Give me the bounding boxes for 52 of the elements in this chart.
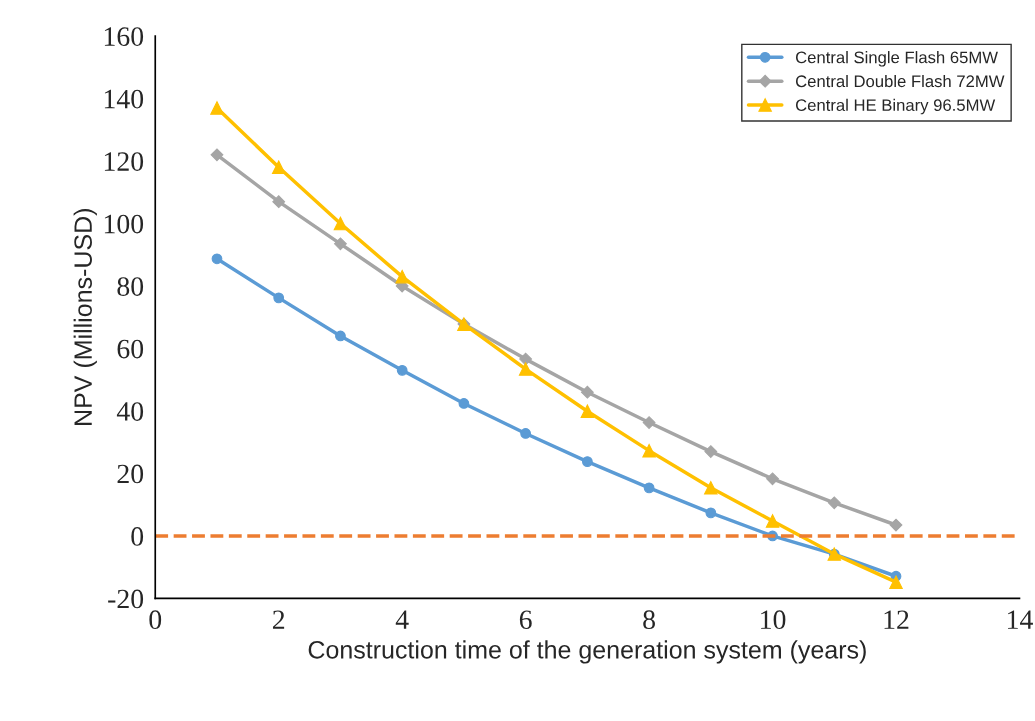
point [272,195,286,209]
point [333,216,348,231]
y-tick-label: 100 [104,214,144,234]
x-tick-label: 4 [395,610,409,629]
y-tick-label: 140 [104,89,144,109]
y-tick-label: -20 [108,589,144,609]
point [889,518,903,532]
point [519,352,533,366]
y-tick-label: 20 [117,464,144,484]
x-axis-title: Construction time of the generation system (years) [308,640,866,664]
point [889,575,903,589]
point [210,101,224,115]
x-tick-label: 12 [884,610,909,629]
point [704,445,718,458]
y-tick-label: 120 [104,152,144,171]
y-tick-label: 60 [117,339,144,359]
point [580,385,594,399]
x-tick-label: 8 [643,610,655,630]
point [395,269,409,284]
legend-label: Central Double Flash 72MW [795,74,1005,88]
y-tick-label: 40 [116,402,144,421]
point [396,364,408,376]
x-tick-label: 14 [1008,610,1033,629]
x-tick-label: 2 [272,610,285,629]
x-tick-label: 10 [761,610,786,630]
y-tick-label: 160 [104,27,144,46]
point [335,330,346,342]
x-tick-label: 6 [519,610,532,630]
point [211,253,223,265]
point [273,292,285,304]
point [766,472,779,486]
legend-label: Central HE Binary 96.5MW [795,98,996,115]
point [581,456,593,467]
point [334,237,347,251]
legend-label: Central Single Flash 65MW [795,51,998,67]
point [827,496,841,510]
point [704,481,718,495]
y-tick-label: 80 [117,277,144,296]
point [458,398,470,409]
point [580,404,595,419]
x-tick-label: 0 [149,610,162,630]
point [642,443,656,458]
point [705,507,717,519]
point [765,514,780,528]
point [518,362,533,376]
y-axis-title: NPV (Millions-USD) [73,209,97,425]
point [271,160,286,175]
point [642,416,656,429]
point [210,148,224,162]
y-tick-label: 0 [131,527,144,546]
point [643,482,655,494]
point [520,428,532,439]
